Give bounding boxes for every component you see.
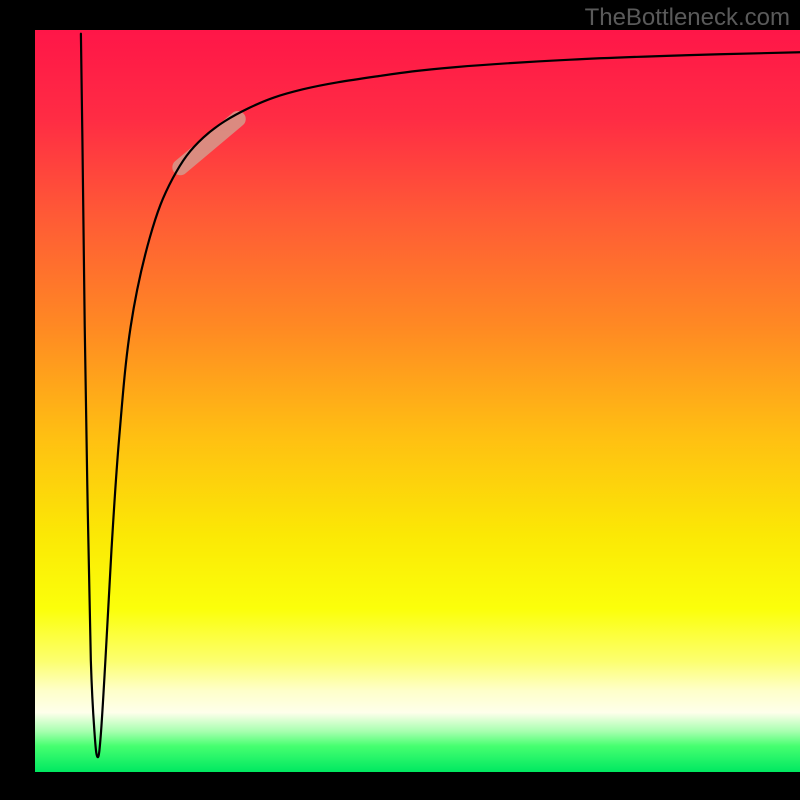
highlight-segment	[180, 119, 237, 167]
chart-curve-layer	[35, 30, 800, 772]
plot-area	[35, 30, 800, 772]
watermark-text: TheBottleneck.com	[585, 4, 790, 32]
bottleneck-curve	[81, 34, 800, 757]
